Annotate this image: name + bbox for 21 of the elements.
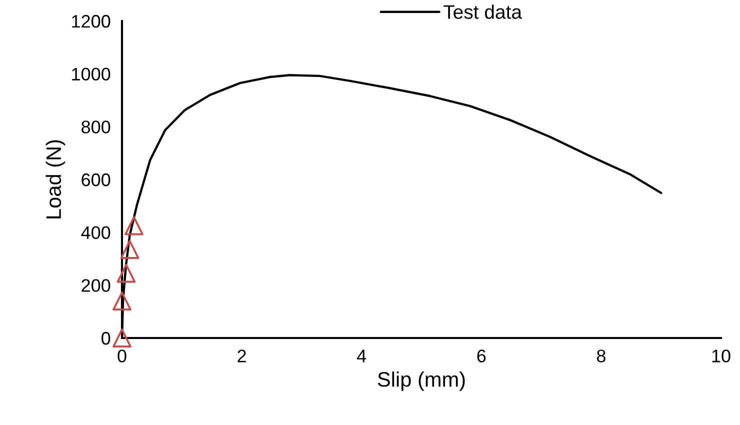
point — [116, 264, 136, 283]
x-tick-label: 6 — [477, 350, 486, 362]
y-tick-label: 400 — [81, 226, 110, 240]
y-tick-label: 600 — [82, 173, 110, 186]
point — [124, 216, 144, 236]
y-tick-label: 800 — [82, 120, 110, 134]
y-tick-label: 0 — [102, 332, 110, 345]
y-tick-label: 1200 — [72, 14, 110, 28]
point — [112, 328, 132, 348]
x-tick-label: 10 — [712, 350, 730, 362]
y-tick-label: 1000 — [72, 68, 110, 81]
x-tick-label: 2 — [238, 350, 246, 362]
y-axis-title: Load (N) — [46, 140, 66, 218]
x-tick-label: 4 — [356, 350, 366, 362]
y-tick-label: 200 — [82, 279, 110, 292]
x-tick-label: 8 — [596, 350, 606, 362]
legend-label: Test data — [444, 4, 522, 19]
x-tick-label: 0 — [118, 350, 126, 362]
point — [112, 292, 132, 310]
point — [120, 240, 140, 259]
x-axis-title: Slip (mm) — [378, 372, 465, 391]
